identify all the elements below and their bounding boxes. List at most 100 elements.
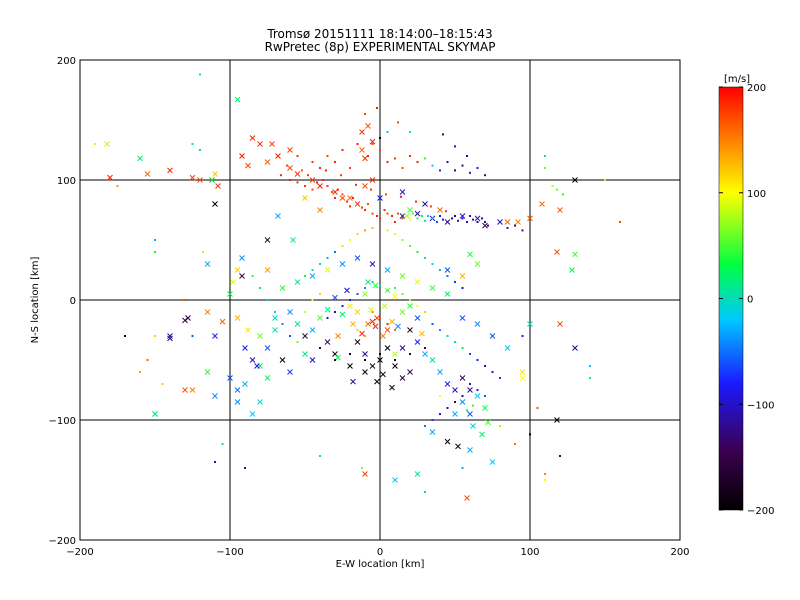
data-point-dot	[484, 221, 486, 223]
data-point-cross	[359, 330, 365, 337]
data-point-dot	[454, 169, 456, 172]
data-point-dot	[346, 200, 348, 203]
data-point-dot	[454, 281, 456, 283]
data-point-dot	[544, 479, 546, 481]
data-point-dot	[424, 347, 426, 349]
data-point-cross	[167, 167, 173, 174]
data-point-cross	[459, 375, 466, 381]
data-point-dot	[394, 221, 396, 223]
data-point-cross	[347, 363, 353, 369]
data-point-dot	[466, 409, 468, 412]
data-point-dot	[334, 359, 336, 361]
data-point-dot	[379, 217, 381, 220]
data-point-dot	[446, 221, 449, 223]
data-point-dot	[529, 433, 531, 436]
data-point-cross	[399, 213, 406, 219]
data-point-cross	[257, 399, 263, 405]
data-point-dot	[472, 218, 474, 221]
data-point-dot	[370, 188, 372, 191]
data-point-dot	[361, 206, 363, 209]
data-point-dot	[409, 218, 411, 221]
data-point-dot	[116, 185, 119, 187]
data-point-dot	[439, 215, 441, 217]
data-point-dot	[364, 359, 366, 361]
data-point-dot	[334, 161, 336, 163]
data-point-dot	[484, 174, 486, 177]
data-point-dot	[356, 143, 359, 145]
data-point-cross	[227, 375, 233, 381]
data-point-dot	[286, 164, 288, 167]
data-point-dot	[266, 299, 269, 301]
colorbar-label: [m/s]	[724, 74, 750, 85]
data-point-dot	[476, 167, 479, 169]
data-point-cross	[485, 419, 491, 426]
data-point-dot	[401, 239, 404, 241]
data-point-cross	[369, 138, 376, 145]
data-point-cross	[107, 174, 113, 181]
data-point-dot	[484, 365, 486, 367]
data-point-dot	[416, 251, 419, 253]
x-tick-label: 0	[377, 547, 383, 558]
data-point-dot	[397, 121, 399, 124]
data-point-dot	[409, 353, 411, 355]
data-point-dot	[376, 215, 378, 217]
data-point-cross	[294, 279, 301, 285]
y-tick-label: −200	[49, 536, 76, 547]
data-point-dot	[589, 365, 591, 367]
data-point-dot	[562, 193, 564, 196]
data-point-dot	[334, 251, 336, 253]
data-point-cross	[429, 429, 436, 435]
data-point-cross	[242, 345, 248, 351]
data-point-cross	[369, 177, 376, 183]
data-point-dot	[454, 215, 456, 217]
data-point-dot	[199, 149, 201, 151]
data-point-dot	[461, 347, 464, 349]
y-axis-ticks: −200 −100 0 100 200	[49, 56, 680, 547]
data-point-cross	[474, 393, 481, 399]
data-point-cross	[275, 153, 281, 159]
data-point-dot	[341, 193, 344, 196]
data-point-cross	[185, 315, 191, 321]
data-point-dot	[296, 155, 299, 157]
data-point-cross	[362, 369, 368, 375]
y-tick-label: −100	[49, 416, 76, 427]
data-point-cross	[384, 327, 391, 333]
data-point-cross	[414, 279, 421, 285]
data-point-cross	[407, 207, 413, 213]
x-tick-label: 200	[670, 547, 689, 558]
data-point-cross	[479, 431, 485, 438]
x-tick-label: −100	[216, 547, 243, 558]
data-point-dot	[476, 221, 479, 223]
colorbar-tick-label: −200	[747, 506, 774, 517]
data-point-cross	[317, 207, 323, 213]
data-point-cross	[230, 279, 236, 285]
data-point-dot	[445, 210, 447, 213]
data-point-dot	[376, 107, 378, 109]
data-point-dot	[289, 179, 291, 181]
data-point-dot	[401, 293, 404, 295]
data-point-dot	[331, 191, 333, 193]
data-point-cross	[497, 219, 503, 225]
data-point-cross	[392, 477, 398, 483]
data-point-dot	[379, 149, 381, 151]
data-point-cross	[554, 417, 560, 423]
data-point-dot	[337, 188, 339, 191]
data-point-cross	[167, 333, 173, 339]
data-point-cross	[272, 327, 278, 333]
data-point-dot	[476, 389, 479, 391]
data-point-dot	[94, 143, 96, 145]
data-point-dot	[451, 217, 453, 220]
data-point-dot	[409, 299, 411, 301]
data-point-cross	[350, 321, 356, 327]
data-point-cross	[189, 387, 196, 393]
grid-lines	[80, 60, 680, 540]
data-point-dot	[274, 311, 276, 313]
colorbar: [m/s] 200 100 0 −100 −200	[718, 74, 774, 517]
data-point-dot	[371, 143, 374, 145]
data-point-cross	[239, 153, 245, 159]
data-point-cross	[504, 345, 511, 351]
data-point-cross	[257, 333, 263, 339]
data-point-dot	[191, 335, 194, 337]
data-point-dot	[154, 251, 156, 253]
data-point-dot	[394, 233, 396, 235]
